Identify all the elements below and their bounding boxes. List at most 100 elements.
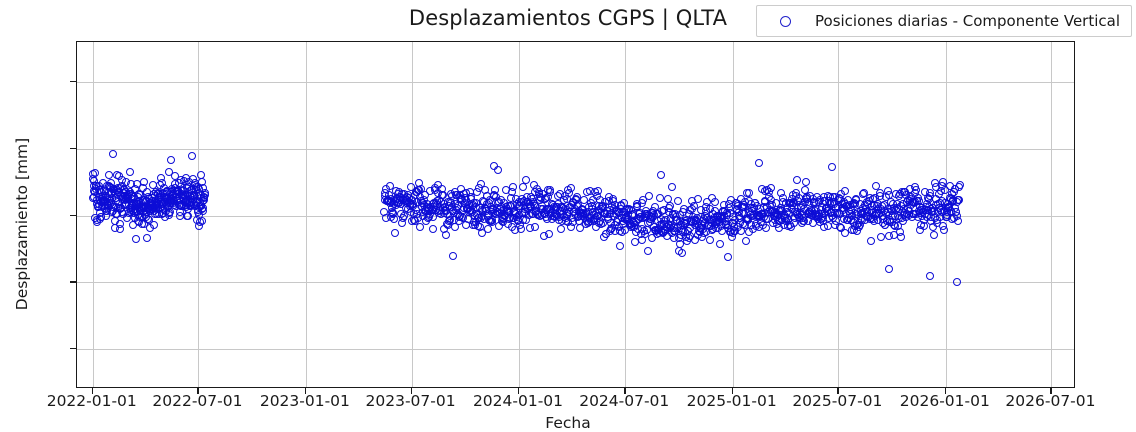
scatter-point: [930, 230, 939, 239]
scatter-point: [673, 197, 682, 206]
scatter-point: [643, 246, 652, 255]
x-tick-label: 2025-07-01: [792, 392, 883, 410]
scatter-point: [417, 184, 426, 193]
scatter-point: [801, 177, 810, 186]
scatter-point: [655, 194, 664, 203]
legend-marker-icon: [780, 15, 792, 27]
scatter-point: [126, 167, 135, 176]
x-tick-label: 2024-01-01: [472, 392, 564, 410]
page-title: Desplazamientos CGPS | QLTA: [408, 6, 728, 30]
y-tick-mark: [70, 281, 76, 283]
scatter-point: [840, 228, 849, 237]
scatter-point: [450, 223, 459, 232]
y-tick-mark: [70, 147, 76, 150]
chart-legend: Posiciones diarias - Componente Vertical: [756, 5, 1132, 37]
scatter-point: [954, 216, 963, 225]
scatter-point: [711, 198, 720, 207]
scatter-point: [477, 180, 486, 189]
scatter-point: [665, 201, 674, 210]
scatter-point: [400, 211, 409, 220]
scatter-point: [645, 192, 654, 201]
scatter-point: [557, 225, 566, 234]
scatter-point: [517, 224, 526, 233]
scatter-point: [867, 236, 876, 245]
scatter-point: [678, 248, 687, 257]
x-tick-mark: [197, 388, 199, 394]
scatter-point: [754, 158, 763, 167]
scatter-point: [668, 182, 677, 191]
x-tick-mark: [837, 388, 839, 394]
scatter-point: [439, 190, 448, 199]
scatter-point: [938, 177, 947, 186]
scatter-point: [648, 234, 657, 243]
scatter-point: [884, 264, 893, 273]
scatter-point: [184, 211, 193, 220]
x-tick-label: 2026-07-01: [1005, 392, 1096, 410]
gridline-y: [77, 348, 1074, 350]
x-axis-label: Fecha: [545, 414, 591, 432]
gridline-y: [77, 148, 1074, 150]
scatter-point: [150, 220, 159, 229]
scatter-point: [488, 216, 497, 225]
scatter-point: [442, 230, 451, 239]
scatter-point: [954, 196, 963, 205]
x-tick-mark: [91, 388, 94, 394]
y-axis-label: Desplazamiento [mm]: [13, 137, 31, 311]
scatter-point: [421, 191, 430, 200]
y-tick-mark: [70, 214, 76, 216]
scatter-point: [143, 234, 152, 243]
gridline-x: [1051, 42, 1053, 387]
scatter-point: [657, 171, 666, 180]
y-tick-mark: [70, 347, 76, 350]
scatter-point: [705, 235, 714, 244]
scatter-point: [477, 229, 486, 238]
scatter-point: [415, 223, 424, 232]
scatter-point: [390, 214, 399, 223]
scatter-point: [716, 239, 725, 248]
x-tick-label: 2022-07-01: [152, 392, 243, 410]
gridline-y: [77, 282, 1074, 284]
x-tick-mark: [944, 388, 947, 394]
scatter-point: [490, 162, 499, 171]
scatter-point: [167, 156, 176, 165]
scatter-point: [693, 195, 702, 204]
y-tick-mark: [70, 81, 76, 83]
scatter-point: [896, 232, 905, 241]
scatter-point: [638, 196, 647, 205]
scatter-point: [724, 252, 733, 261]
scatter-point: [955, 180, 964, 189]
scatter-point: [859, 188, 868, 197]
scatter-point: [188, 152, 197, 161]
scatter-point: [429, 225, 438, 234]
x-tick-mark: [1050, 388, 1052, 394]
scatter-point: [831, 217, 840, 225]
scatter-point: [522, 176, 531, 185]
x-tick-label: 2025-01-01: [686, 392, 777, 410]
x-tick-mark: [624, 388, 626, 394]
scatter-point: [508, 182, 517, 191]
scatter-point: [567, 183, 576, 192]
x-tick-label: 2023-01-01: [259, 392, 350, 410]
scatter-point: [116, 225, 125, 234]
scatter-point: [841, 187, 850, 196]
scatter-point: [90, 169, 99, 178]
scatter-point: [744, 188, 753, 197]
x-tick-label: 2022-01-01: [46, 392, 137, 410]
scatter-point: [545, 230, 554, 239]
scatter-point: [742, 237, 751, 246]
scatter-point: [144, 215, 153, 224]
scatter-point: [546, 188, 555, 197]
scatter-point: [920, 222, 929, 231]
x-tick-label: 2023-07-01: [365, 392, 456, 410]
plot-area: [76, 41, 1075, 388]
scatter-point: [939, 226, 948, 235]
scatter-point: [198, 216, 207, 225]
x-tick-mark: [731, 388, 734, 394]
scatter-point: [109, 150, 118, 159]
scatter-point: [762, 224, 771, 233]
x-tick-mark: [410, 388, 412, 394]
scatter-point: [766, 183, 775, 192]
scatter-point: [912, 185, 921, 194]
scatter-point: [827, 163, 836, 172]
